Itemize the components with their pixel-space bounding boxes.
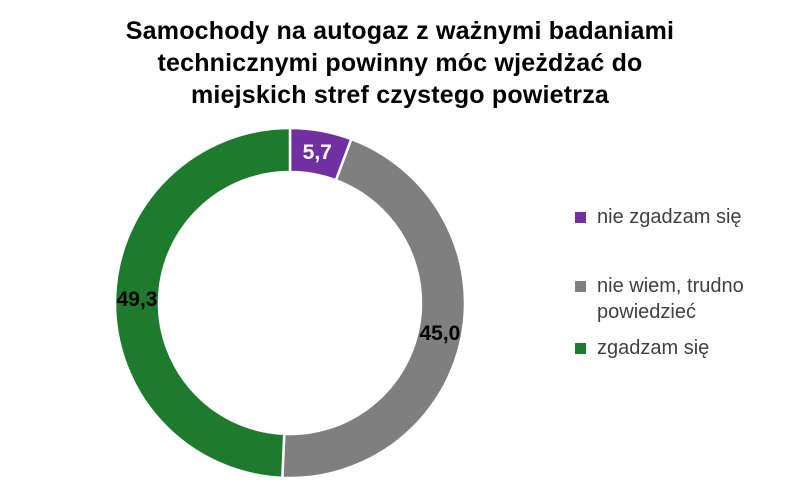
legend: nie zgadzam się nie wiem, trudno powiedz… bbox=[575, 0, 797, 480]
legend-marker-green-icon bbox=[575, 343, 586, 354]
legend-item-nie-zgadzam-sie: nie zgadzam się bbox=[575, 204, 742, 230]
legend-item-zgadzam-sie: zgadzam się bbox=[575, 335, 709, 361]
donut-slice-1 bbox=[281, 137, 467, 480]
chart-title-line-2: technicznymi powinny móc wjeżdżać do bbox=[157, 49, 643, 77]
chart-title: Samochody na autogaz z ważnymi badaniami… bbox=[0, 15, 800, 111]
legend-label: nie zgadzam się bbox=[597, 206, 742, 228]
chart-title-line-1: Samochody na autogaz z ważnymi badaniami bbox=[125, 17, 675, 45]
legend-marker-purple-icon bbox=[575, 212, 586, 223]
legend-label: nie wiem, trudno powiedzieć bbox=[597, 275, 744, 323]
slice-value-label-1: 45,0 bbox=[419, 322, 460, 345]
legend-label: zgadzam się bbox=[597, 337, 710, 359]
slice-value-label-0: 5,7 bbox=[303, 141, 332, 164]
slice-value-label-2: 49,3 bbox=[117, 288, 158, 311]
legend-item-nie-wiem: nie wiem, trudno powiedzieć bbox=[575, 273, 797, 325]
donut-slice-2 bbox=[113, 126, 292, 480]
legend-marker-gray-icon bbox=[575, 281, 586, 292]
chart-title-line-3: miejskich stref czystego powietrza bbox=[190, 81, 610, 109]
